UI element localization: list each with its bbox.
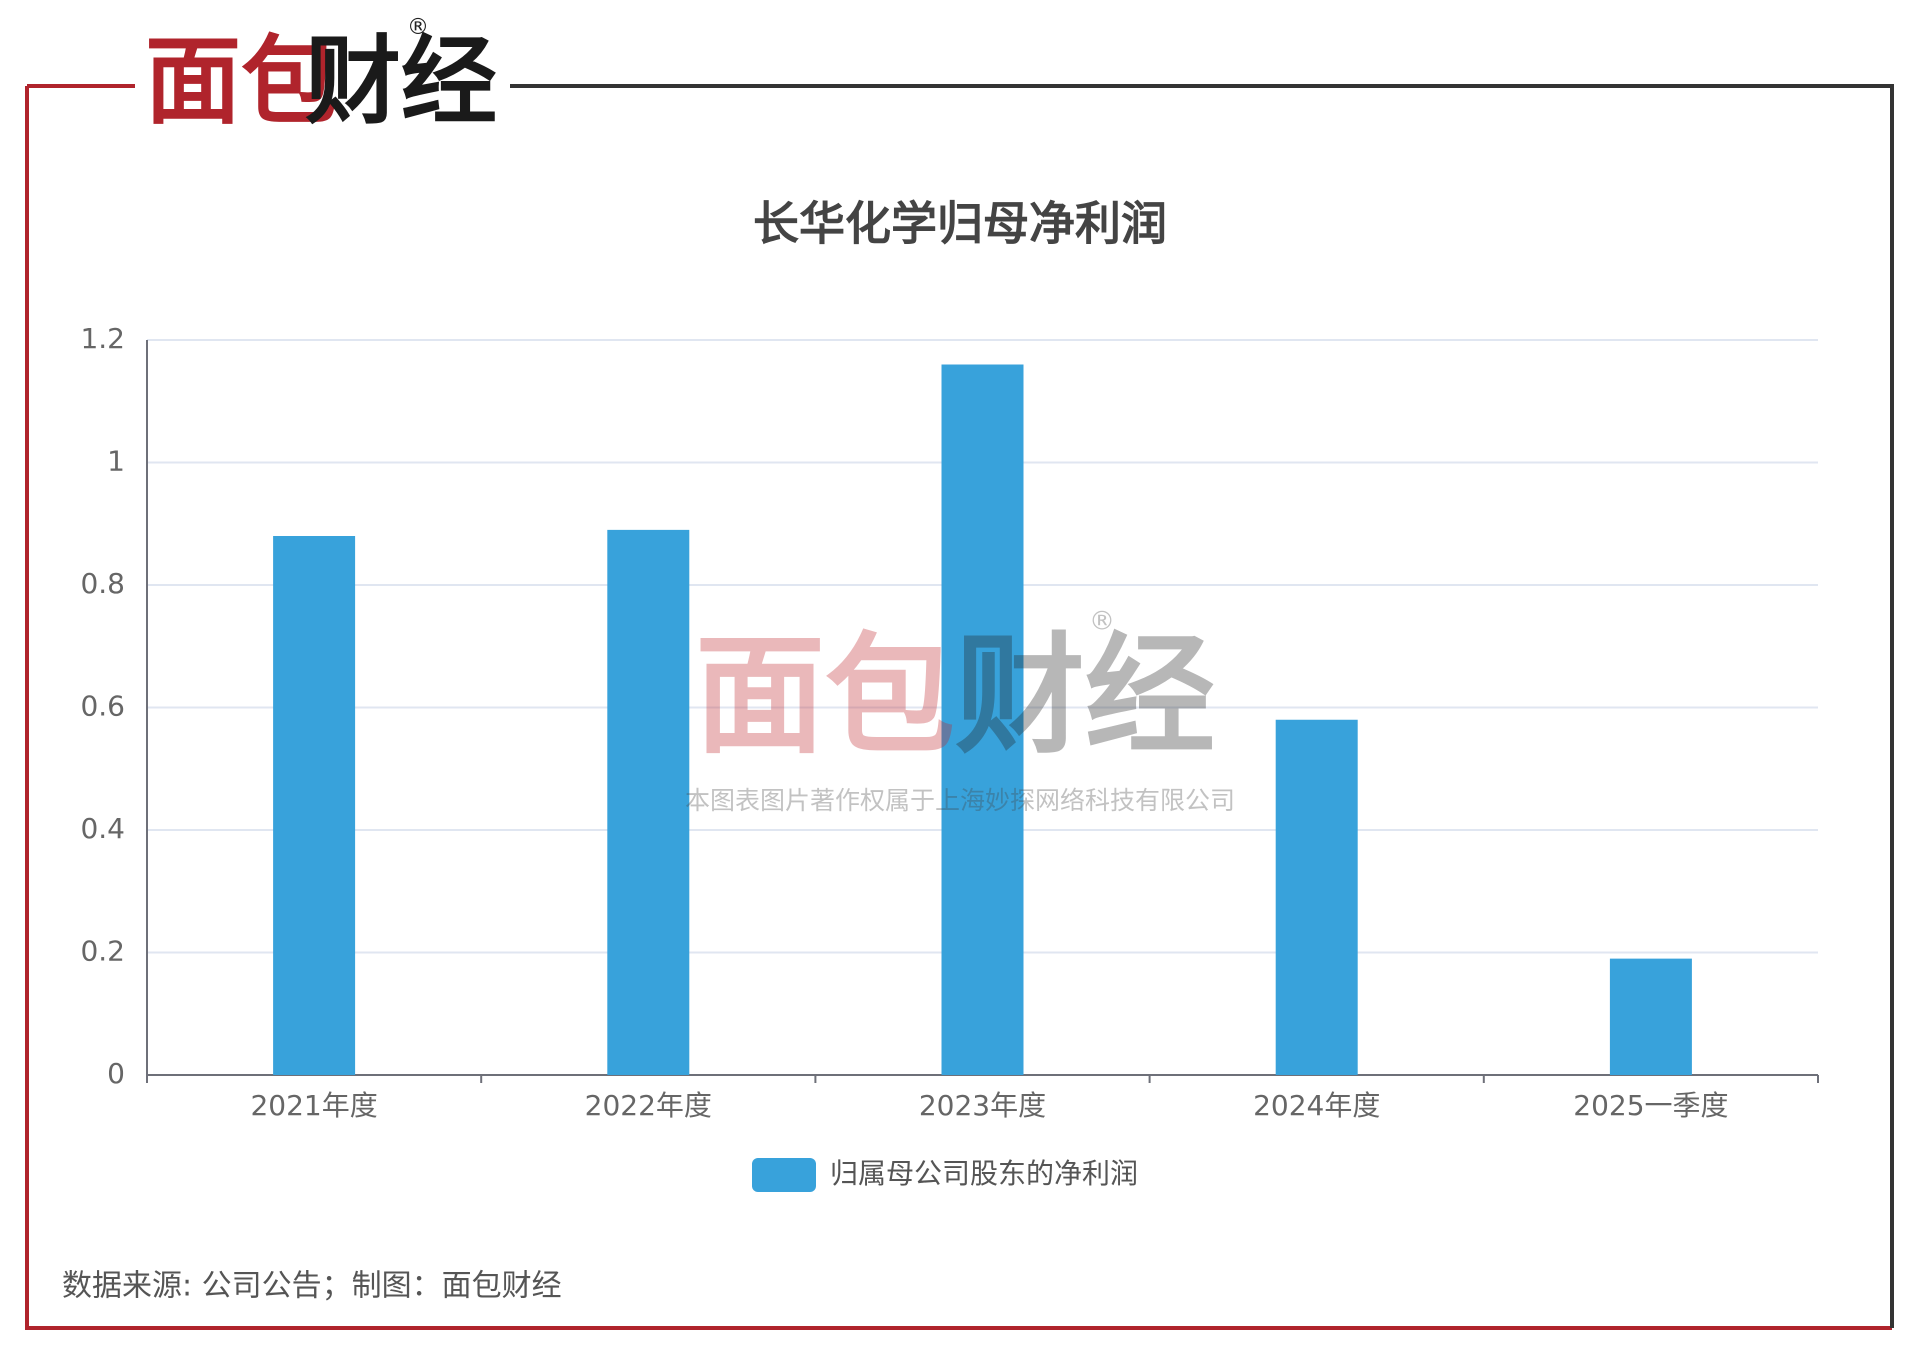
frame-dark (510, 84, 1894, 1328)
bar (941, 364, 1024, 1075)
y-tick-label: 0.6 (80, 690, 125, 723)
bar (1609, 958, 1692, 1075)
watermark: 面包 财经 ® 本图表图片著作权属于上海妙探网络科技有限公司 (685, 607, 1235, 816)
plot-area: 0 0.2 0.4 0.6 0.8 1 1.2 2021年度 2022年度 2023年度 2024年… (80, 322, 1819, 1192)
watermark-text: 本图表图片著作权属于上海妙探网络科技有限公司 (685, 786, 1235, 815)
watermark-logo-red: 面包 (695, 620, 955, 772)
x-tick-label: 2021年度 (250, 1089, 377, 1122)
registered-mark: ® (407, 15, 429, 40)
source-note: 数据来源: 公司公告；制图：面包财经 (62, 1269, 562, 1304)
y-tick-label: 0.8 (80, 567, 125, 600)
y-tick-label: 0.2 (80, 935, 125, 968)
bar (1275, 719, 1358, 1075)
logo-dark: 财经 (305, 25, 497, 137)
bar (273, 536, 356, 1075)
logo-red: 面包 (145, 25, 337, 137)
frame-red (25, 86, 1892, 1330)
y-tick-label: 0.4 (80, 812, 125, 845)
y-tick-label: 1.2 (80, 322, 125, 355)
watermark-registered: ® (1089, 607, 1115, 637)
x-tick-label: 2022年度 (585, 1089, 712, 1122)
x-tick-label: 2023年度 (919, 1089, 1046, 1122)
legend-swatch (752, 1158, 816, 1192)
bar (607, 529, 690, 1075)
x-tick-label: 2025一季度 (1573, 1089, 1728, 1122)
watermark-logo-dark: 财经 (955, 620, 1215, 772)
legend-label: 归属母公司股东的净利润 (830, 1157, 1138, 1190)
x-tick-label: 2024年度 (1253, 1089, 1380, 1122)
chart-title: 长华化学归母净利润 (753, 197, 1167, 251)
y-tick-label: 0 (107, 1057, 125, 1090)
y-tick-label: 1 (107, 445, 125, 478)
